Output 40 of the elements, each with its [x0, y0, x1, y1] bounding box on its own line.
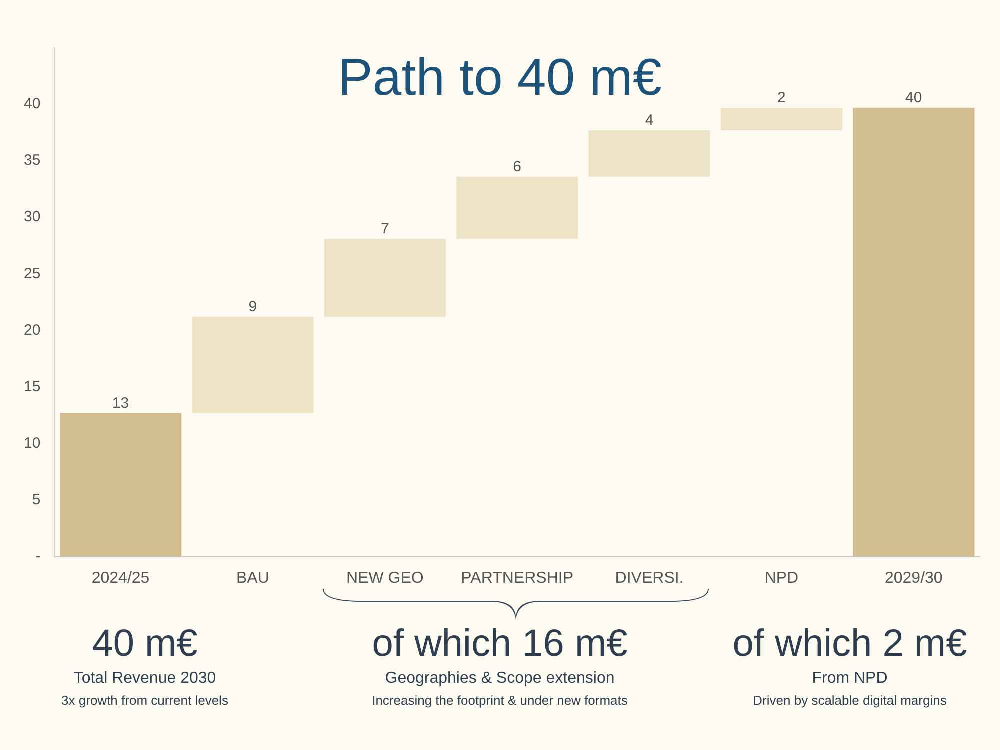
chart-title: Path to 40 m€ — [338, 49, 662, 107]
y-tick-label: 20 — [24, 322, 41, 339]
text: of which 16 m€ — [371, 622, 629, 667]
y-tick-label: - — [36, 548, 41, 565]
text: Increasing the footprint & under new formats — [371, 692, 629, 710]
text: Geographies & Scope extension — [384, 669, 616, 689]
x-tick-label: NPD — [764, 570, 799, 587]
text: Total Revenue 2030 — [72, 669, 218, 689]
bar — [588, 130, 710, 177]
text: From NPD — [811, 669, 889, 689]
y-tick-label: 40 — [24, 96, 41, 113]
data-label: 7 — [380, 220, 390, 238]
data-label: 9 — [248, 298, 258, 316]
y-tick-label: 15 — [24, 378, 41, 396]
y-tick-label: 10 — [24, 434, 41, 452]
data-label: 40 — [906, 90, 922, 107]
data-label: 4 — [645, 112, 654, 130]
text: of which 2 m€ — [732, 622, 968, 667]
data-label: 13 — [112, 394, 130, 412]
x-tick-label: PARTNERSHIP — [461, 570, 574, 587]
bar — [456, 176, 578, 240]
bar — [720, 108, 843, 131]
data-label: 6 — [513, 158, 522, 176]
text: Driven by scalable digital margins — [752, 692, 948, 710]
y-tick-label: 25 — [24, 265, 41, 282]
text: 40 m€ — [91, 622, 199, 667]
x-tick-label: DIVERSI. — [615, 570, 684, 587]
bar — [192, 317, 314, 414]
y-tick-label: 30 — [24, 208, 41, 226]
x-tick-label: NEW GEO — [346, 570, 424, 587]
data-label: 2 — [778, 90, 786, 107]
y-tick-label: 5 — [32, 491, 41, 508]
y-tick-label: 35 — [24, 152, 41, 170]
x-tick-label: 2029/30 — [884, 570, 943, 587]
x-tick-label: 2024/25 — [92, 570, 150, 587]
bar — [60, 413, 182, 557]
bar — [324, 239, 446, 318]
bar — [853, 108, 975, 557]
x-tick-label: BAU — [236, 570, 270, 587]
text: 3x growth from current levels — [60, 692, 230, 710]
